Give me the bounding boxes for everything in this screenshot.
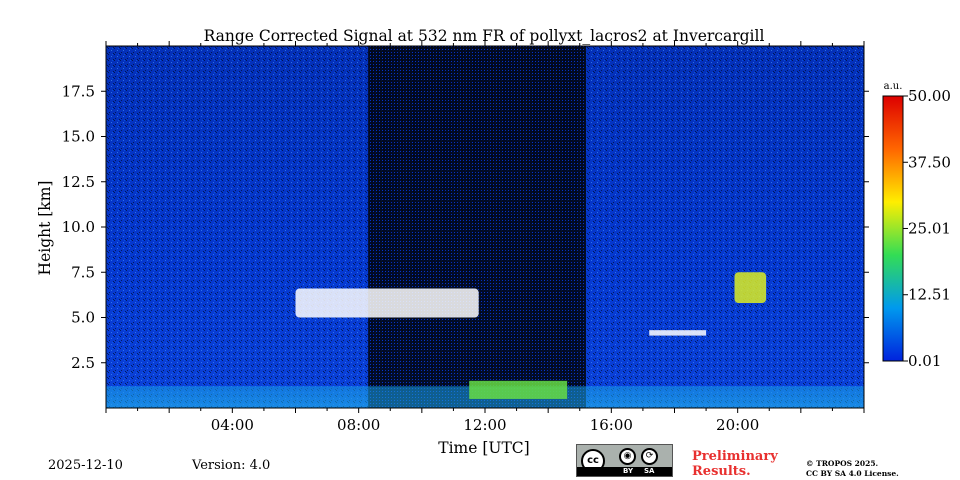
- y-tick-label: 12.5: [62, 173, 95, 191]
- y-tick-label: 10.0: [62, 218, 95, 236]
- x-tick-label: 20:00: [716, 416, 759, 434]
- feature-low-cloud: [469, 380, 568, 399]
- feature-thin-layer: [649, 330, 707, 336]
- y-tick-label: 5.0: [71, 309, 95, 327]
- x-tick-label: 16:00: [590, 416, 633, 434]
- cc-sa-label: SA: [644, 467, 655, 475]
- colorbar-unit: a.u.: [884, 81, 903, 92]
- copyright-line-2: CC BY SA 4.0 License.: [806, 469, 899, 478]
- x-axis-label: Time [UTC]: [438, 439, 529, 457]
- date-label: 2025-12-10: [48, 458, 123, 473]
- feature-no-signal-region: [368, 46, 587, 408]
- preliminary-line-2: Results.: [692, 464, 751, 479]
- colorbar-tick-label: 12.51: [908, 286, 951, 304]
- y-axis-ticks: 2.5 5.0 7.5 10.0 12.5 15.0 17.5: [62, 82, 869, 372]
- colorbar-tick-label: 37.50: [908, 153, 951, 171]
- preliminary-line-1: Preliminary: [692, 449, 778, 464]
- share-alike-icon: ⟳: [641, 448, 658, 465]
- version-label: Version: 4.0: [192, 458, 271, 473]
- chart-title: Range Corrected Signal at 532 nm FR of p…: [204, 27, 765, 45]
- colorbar-ticks: 0.01 12.51 25.01 37.50 50.00: [903, 87, 951, 370]
- preliminary-notice: Preliminary Results.: [692, 449, 778, 479]
- y-axis-label: Height [km]: [36, 181, 54, 276]
- x-axis-ticks: 04:00 08:00 12:00 16:00 20:00: [105, 41, 865, 434]
- cc-license-badge[interactable]: cc ◉ ⟳ BY SA: [576, 444, 673, 477]
- y-tick-label: 7.5: [71, 263, 95, 281]
- heatmap-area: [106, 46, 864, 408]
- copyright-line-1: © TROPOS 2025.: [806, 459, 879, 468]
- y-tick-label: 2.5: [71, 354, 95, 372]
- x-tick-label: 04:00: [211, 416, 254, 434]
- cc-by-label: BY: [623, 467, 634, 475]
- cc-badge-bar: [577, 467, 672, 476]
- feature-cloud-patch: [734, 272, 767, 304]
- y-tick-label: 17.5: [62, 82, 95, 100]
- colorbar-tick-label: 25.01: [908, 219, 951, 237]
- y-tick-label: 15.0: [62, 128, 95, 146]
- colorbar-tick-label: 0.01: [908, 352, 941, 370]
- signal-features: [106, 46, 864, 408]
- copyright-notice: © TROPOS 2025. CC BY SA 4.0 License.: [806, 459, 899, 479]
- feature-cloud-layer: [295, 288, 479, 318]
- attribution-icon: ◉: [619, 448, 636, 465]
- colorbar: [882, 95, 904, 362]
- x-tick-label: 08:00: [337, 416, 380, 434]
- colorbar-tick-label: 50.00: [908, 87, 951, 105]
- x-tick-label: 12:00: [463, 416, 506, 434]
